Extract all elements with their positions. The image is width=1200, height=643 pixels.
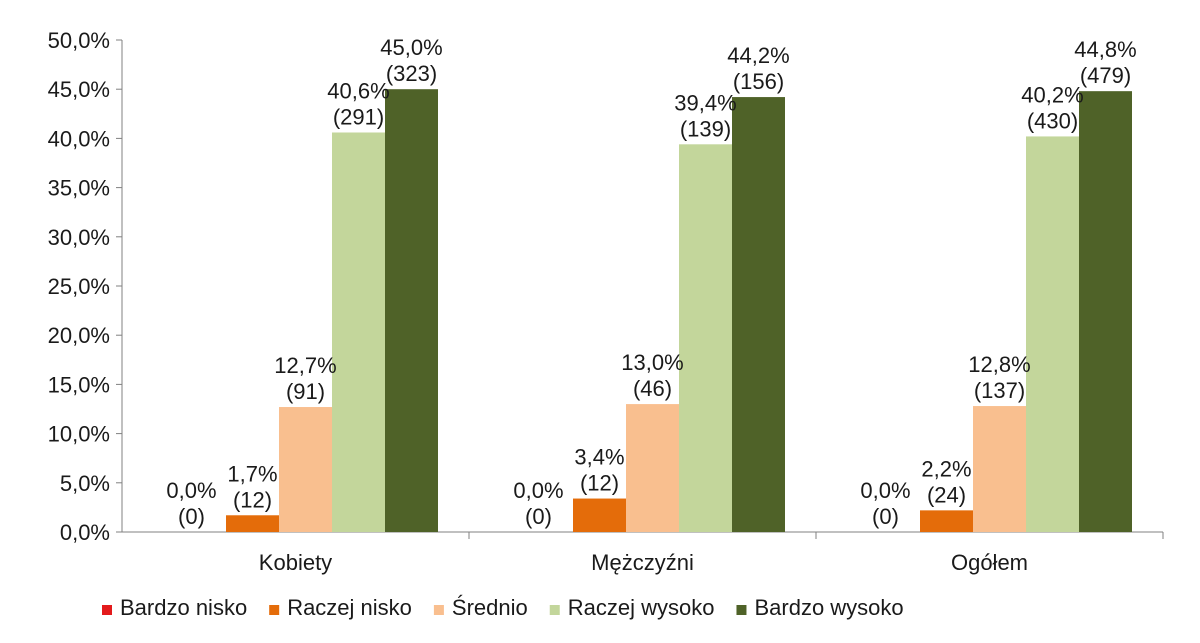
bar [1079,91,1132,532]
bars [226,89,1132,533]
bar [973,406,1026,532]
data-label-count: (139) [680,116,731,141]
data-label-percent: 0,0% [513,478,563,503]
data-label-percent: 2,2% [921,456,971,481]
data-label-percent: 45,0% [380,35,442,60]
data-label-percent: 44,8% [1074,37,1136,62]
category-label: Mężczyźni [591,550,694,575]
bar [226,515,279,532]
y-tick-label: 25,0% [48,274,110,299]
y-tick-label: 40,0% [48,126,110,151]
legend-label: Raczej nisko [287,595,412,620]
data-label-count: (24) [927,482,966,507]
data-label-count: (12) [233,487,272,512]
y-tick-label: 45,0% [48,77,110,102]
data-label-percent: 3,4% [574,445,624,470]
data-label-count: (0) [872,504,899,529]
data-label-percent: 40,6% [327,78,389,103]
data-label-count: (12) [580,471,619,496]
y-tick-label: 5,0% [60,471,110,496]
data-label-count: (291) [333,104,384,129]
legend-label: Raczej wysoko [568,595,715,620]
data-label-count: (0) [178,504,205,529]
bar [679,144,732,532]
y-tick-label: 50,0% [48,28,110,53]
bar [385,89,438,532]
data-label-percent: 1,7% [227,461,277,486]
y-tick-label: 30,0% [48,225,110,250]
data-label-percent: 39,4% [674,90,736,115]
data-label-percent: 12,7% [274,353,336,378]
data-label-percent: 40,2% [1021,82,1083,107]
bar [279,407,332,532]
axes: 0,0% 5,0% 10,0% 15,0% 20,0% 25,0% 30,0% 35,0% 40… [48,28,1164,575]
data-label-count: (479) [1080,63,1131,88]
data-label-percent: 12,8% [968,352,1030,377]
data-labels: 0,0%(0)1,7%(12)12,7%(91)40,6%(291)45,0%(… [166,35,1136,529]
legend-swatch [102,605,112,615]
y-tick-label: 35,0% [48,176,110,201]
data-label-count: (323) [386,61,437,86]
bar [1026,136,1079,532]
data-label-count: (137) [974,378,1025,403]
data-label-count: (0) [525,504,552,529]
y-tick-label: 20,0% [48,323,110,348]
legend-swatch [433,605,444,615]
data-label-count: (430) [1027,108,1078,133]
data-label-percent: 0,0% [860,478,910,503]
bar [732,97,785,533]
legend: Bardzo nisko Raczej nisko Średnio Raczej wy… [102,595,904,620]
category-label: Kobiety [259,550,332,575]
legend-swatch [549,605,560,615]
data-label-count: (46) [633,376,672,401]
bar [920,510,973,532]
legend-label: Bardzo wysoko [754,595,903,620]
legend-swatch [269,605,280,615]
bar [332,132,385,532]
bar [626,404,679,532]
data-label-count: (156) [733,69,784,94]
bar [573,498,626,532]
y-tick-label: 10,0% [48,422,110,447]
y-tick-label: 0,0% [60,520,110,545]
data-label-percent: 44,2% [727,43,789,68]
data-label-percent: 0,0% [166,478,216,503]
category-label: Ogółem [951,550,1028,575]
data-label-percent: 13,0% [621,350,683,375]
legend-label: Bardzo nisko [120,595,247,620]
legend-label: Średnio [452,595,528,620]
data-label-count: (91) [286,379,325,404]
legend-swatch [736,605,747,615]
y-tick-label: 15,0% [48,372,110,397]
